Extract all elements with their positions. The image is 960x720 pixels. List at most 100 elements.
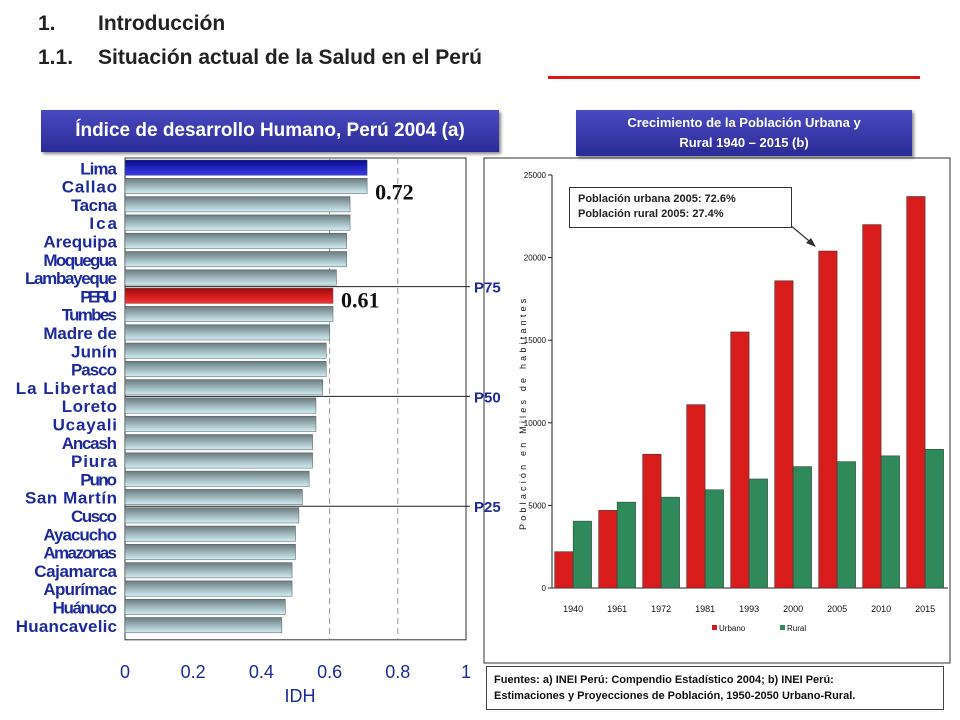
idh-x-tick-label: 0.2 (181, 662, 206, 682)
idh-category-label: Pasco (71, 361, 117, 380)
population-x-tick-label: 1981 (695, 604, 715, 614)
subsection-heading: 1.1. Situación actual de la Salud en el P… (38, 46, 482, 70)
idh-bar (124, 580, 293, 597)
idh-bar (124, 232, 347, 249)
population-x-tick-label: 2000 (783, 604, 803, 614)
population-title-line1: Crecimiento de la Población Urbana y (627, 115, 861, 130)
population-x-tick-label: 1961 (607, 604, 627, 614)
idh-bar (124, 452, 313, 469)
idh-category-label: Huánuco (53, 599, 117, 618)
idh-bar (124, 196, 351, 213)
population-y-tick-label: 10000 (524, 419, 547, 428)
urban-bar (862, 224, 882, 589)
idh-bar (124, 342, 327, 359)
idh-category-label: La Libertad (16, 379, 117, 398)
percentile-label: P75 (474, 280, 501, 297)
population-callout: Población urbana 2005: 72.6% Población r… (569, 187, 792, 228)
section-title: Introducción (98, 12, 226, 35)
idh-category-label: Ancash (62, 434, 117, 453)
sources-line1: Fuentes: a) INEI Perú: Compendio Estadís… (494, 674, 834, 686)
idh-category-label: Ica (89, 214, 117, 233)
idh-bar (124, 361, 327, 377)
urban-bar (642, 453, 662, 589)
population-chart-title: Crecimiento de la Población Urbana y Rur… (576, 110, 912, 156)
idh-category-label: Ucayali (53, 416, 117, 435)
idh-category-label: Piura (71, 452, 118, 471)
idh-x-axis-label: IDH (285, 686, 316, 706)
idh-bar (124, 214, 351, 231)
title-underline (548, 76, 920, 79)
idh-category-label: Apurímac (43, 580, 117, 599)
idh-category-label: Cajamarca (34, 562, 117, 581)
idh-bar (124, 178, 368, 194)
idh-category-label: PERU (80, 287, 117, 306)
urban-bar (686, 404, 706, 589)
population-y-tick-label: 25000 (524, 171, 547, 180)
idh-bar (124, 379, 324, 396)
rural-bar (616, 501, 636, 589)
idh-category-label: Lima (80, 159, 117, 178)
idh-category-label: San Martín (25, 489, 117, 508)
legend-label: Urbano (719, 624, 746, 633)
callout-rural-line: Población rural 2005: 27.4% (578, 208, 724, 220)
idh-chart-title: Índice de desarrollo Humano, Perú 2004 (… (41, 110, 499, 152)
percentile-label: P50 (474, 389, 501, 406)
idh-bar (124, 251, 347, 268)
idh-bar (124, 287, 334, 304)
legend-label: Rural (787, 624, 806, 633)
idh-bar (124, 397, 317, 414)
callout-urban-line: Población urbana 2005: 72.6% (578, 193, 736, 205)
idh-bar (124, 324, 330, 341)
idh-bar (124, 415, 317, 432)
population-y-tick-label: 15000 (524, 336, 547, 345)
subsection-number: 1.1. (38, 46, 74, 69)
idh-bar (124, 159, 368, 176)
idh-annotation: 0.61 (341, 287, 380, 312)
idh-bar (124, 434, 313, 451)
population-x-tick-label: 2015 (915, 604, 935, 614)
idh-bar (124, 507, 300, 524)
rural-bar (836, 461, 856, 589)
population-x-tick-label: 1972 (651, 604, 671, 614)
section-number: 1. (38, 12, 56, 35)
idh-category-label: Lambayeque (25, 269, 117, 288)
rural-bar (748, 478, 768, 589)
callout-arrowhead (806, 238, 816, 247)
percentile-label: P25 (474, 499, 501, 516)
urban-bar (730, 331, 750, 589)
idh-bar (124, 562, 293, 579)
idh-category-label: Tumbes (62, 306, 117, 325)
sources-line2: Estimaciones y Proyecciones de Población… (494, 690, 856, 702)
idh-category-label: Cusco (71, 507, 117, 526)
subsection-title: Situación actual de la Salud en el Perú (98, 46, 482, 69)
legend-swatch (780, 625, 785, 630)
population-y-tick-label: 5000 (528, 501, 546, 510)
idh-category-label: Huancavelic (16, 617, 117, 636)
idh-category-label: Madre de (43, 324, 117, 343)
idh-category-label: Junín (71, 342, 117, 361)
legend-swatch (712, 625, 717, 630)
rural-bar (572, 520, 592, 589)
rural-bar (880, 455, 900, 589)
idh-category-label: Arequipa (43, 233, 117, 252)
rural-bar (792, 466, 812, 589)
urban-bar (598, 510, 618, 589)
idh-x-tick-label: 0.4 (249, 662, 274, 682)
idh-bar (124, 269, 337, 286)
rural-bar (924, 448, 944, 589)
idh-x-tick-label: 0.6 (317, 662, 342, 682)
idh-bar (124, 306, 334, 322)
urban-bar (906, 196, 926, 589)
population-y-tick-label: 20000 (524, 254, 547, 263)
idh-bar (124, 598, 286, 615)
idh-bar (124, 617, 283, 634)
idh-bar (124, 525, 296, 542)
population-x-tick-label: 1993 (739, 604, 759, 614)
idh-category-label: Ayacucho (43, 525, 117, 544)
idh-category-label: Tacna (71, 196, 118, 215)
population-x-tick-label: 2010 (871, 604, 891, 614)
idh-bar (124, 470, 310, 487)
idh-annotation: 0.72 (375, 180, 414, 205)
population-x-tick-label: 2005 (827, 604, 847, 614)
